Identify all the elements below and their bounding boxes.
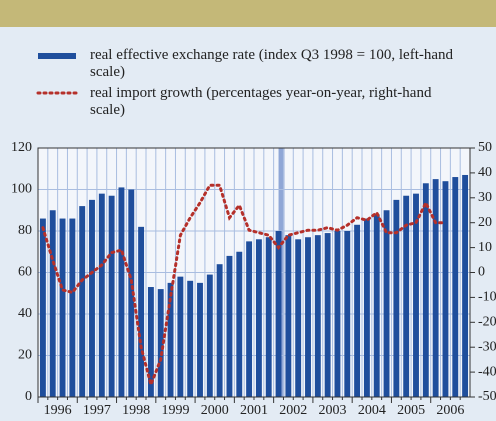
bar	[118, 187, 125, 397]
bar	[216, 264, 223, 397]
bar	[39, 218, 46, 397]
bar	[305, 237, 311, 397]
x-tick-label: 2001	[240, 403, 268, 418]
bar	[128, 189, 135, 397]
bar	[226, 255, 233, 397]
bar	[167, 282, 174, 397]
bar	[373, 214, 380, 397]
y-tick-label: 100	[11, 182, 32, 197]
bar	[295, 239, 302, 397]
x-tick-label: 1999	[161, 403, 189, 418]
x-tick-label: 2003	[319, 403, 347, 418]
x-tick-label: 2000	[201, 403, 229, 418]
bar	[89, 199, 95, 397]
bar	[452, 177, 459, 397]
bar	[422, 183, 429, 397]
y2-tick-label: 50	[478, 140, 492, 155]
y2-tick-label: -30	[478, 339, 496, 354]
y2-tick-label: 0	[478, 265, 485, 280]
bar	[285, 235, 292, 397]
bar	[363, 218, 370, 397]
bar	[157, 289, 164, 397]
bar	[403, 195, 410, 397]
bar	[197, 282, 203, 397]
bar	[442, 181, 449, 397]
bar	[138, 226, 145, 397]
y2-tick-label: 10	[478, 240, 492, 255]
x-tick-label: 2002	[279, 403, 307, 418]
bar	[177, 276, 184, 397]
x-tick-label: 2004	[358, 403, 386, 418]
x-tick-label: 1997	[83, 403, 111, 418]
bar	[59, 218, 66, 397]
bar	[79, 206, 86, 397]
bar	[275, 231, 282, 397]
y2-tick-label: -10	[478, 290, 496, 305]
header-band	[0, 0, 496, 27]
x-tick-label: 1998	[122, 403, 150, 418]
bar	[432, 179, 439, 397]
y-tick-label: 0	[25, 389, 32, 404]
x-tick-label: 2006	[436, 403, 464, 418]
legend-swatch	[38, 53, 76, 59]
y-tick-label: 80	[18, 223, 32, 238]
y2-tick-label: 20	[478, 215, 492, 230]
bar	[187, 280, 194, 397]
bar	[324, 233, 331, 397]
bar	[246, 241, 253, 397]
bar	[413, 193, 419, 397]
bar	[265, 237, 272, 397]
x-tick-label: 1996	[44, 403, 72, 418]
bar	[344, 231, 351, 397]
x-tick-label: 2005	[397, 403, 425, 418]
bar	[98, 193, 105, 397]
legend-label: real effective exchange rate (index Q3 1…	[90, 47, 454, 80]
bar	[69, 218, 76, 397]
y-tick-label: 40	[18, 306, 32, 321]
y2-tick-label: 30	[478, 190, 492, 205]
legend-label: real import growth (percentages year-on-…	[90, 85, 432, 118]
bar	[147, 287, 154, 397]
bar	[255, 239, 262, 397]
y-tick-label: 60	[18, 265, 32, 280]
y-tick-label: 120	[11, 140, 32, 155]
y2-tick-label: -20	[478, 315, 496, 330]
bar	[236, 251, 243, 397]
bar	[354, 224, 361, 397]
bar	[393, 199, 400, 397]
y-tick-label: 20	[18, 348, 32, 363]
y2-tick-label: -50	[478, 389, 496, 404]
bar	[314, 235, 321, 397]
bar	[49, 210, 56, 397]
y2-tick-label: -40	[478, 364, 496, 379]
bar	[334, 231, 341, 397]
y2-tick-label: 40	[478, 165, 492, 180]
bar	[383, 210, 390, 397]
line	[41, 183, 447, 390]
bar	[108, 195, 115, 397]
bar	[462, 174, 469, 397]
bar	[206, 274, 213, 397]
